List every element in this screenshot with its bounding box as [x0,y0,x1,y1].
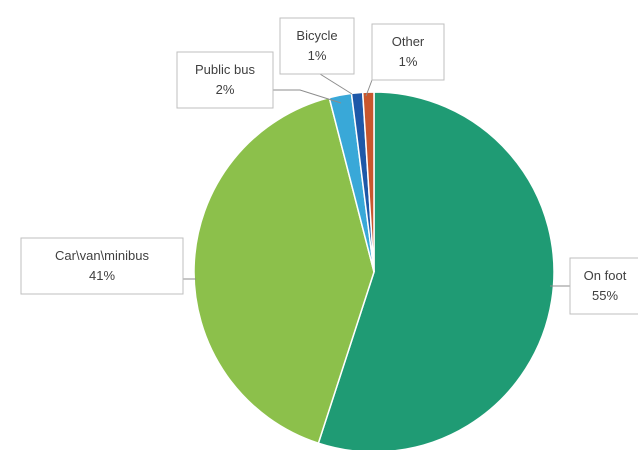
pie-slices [193,91,555,450]
callout-box [569,257,638,315]
callout-box [371,23,445,81]
callout-percent-label: 55% [592,288,618,303]
callout-category-label: Public bus [195,62,255,77]
data-callout-bicycle: Bicycle 1% [279,17,355,95]
callout-category-label: On foot [584,268,627,283]
pie-slice-car-van-minibus [193,96,375,445]
data-callout-other: Other 1% [365,23,445,97]
callout-leader-line [319,73,353,95]
data-callout-car-van-minibus: Car\van\minibus 41% [20,237,196,295]
callout-leader-line [365,79,373,97]
callout-category-label: Other [392,34,425,49]
callout-leader-line [273,89,342,104]
callout-percent-label: 1% [399,54,418,69]
callout-box [20,237,184,295]
callout-box [279,17,355,75]
callout-percent-label: 1% [308,48,327,63]
pie-slice-on-foot [317,91,555,450]
callout-percent-label: 41% [89,268,115,283]
pie-slice-other [361,91,375,273]
data-callout-public-bus: Public bus 2% [176,51,342,109]
callout-percent-label: 2% [216,82,235,97]
callout-box [176,51,274,109]
callout-category-label: Bicycle [296,28,337,43]
callout-category-label: Car\van\minibus [55,248,149,263]
data-callout-on-foot: On foot 55% [550,257,638,315]
